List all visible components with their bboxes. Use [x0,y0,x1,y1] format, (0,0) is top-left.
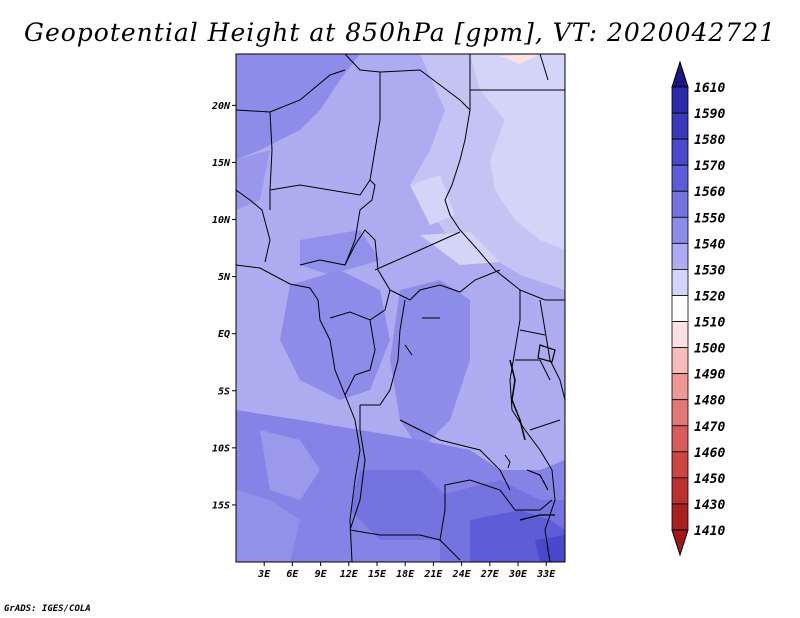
lon-tick-label: 30E [508,569,528,580]
lat-tick-label: 10S [212,443,230,454]
lat-tick-label: 15N [212,158,231,169]
colorbar-swatch [671,295,689,322]
colorbar-label: 1520 [694,289,725,304]
map-frame [235,53,566,563]
colorbar-swatch [671,347,689,375]
colorbar-swatch [671,86,689,114]
colorbar-swatch [671,216,689,244]
colorbar-swatch [671,451,689,479]
colorbar-label: 1530 [694,263,725,278]
lat-tick-label: 5S [218,386,230,397]
colorbar-label: 1570 [694,159,725,174]
colorbar-label: 1560 [694,185,725,200]
colorbar-swatch [671,138,689,166]
country-borders [236,54,565,562]
grads-credit: GrADS: IGES/COLA [4,604,91,614]
colorbar-swatch [671,503,689,531]
lon-tick-label: 33E [536,569,556,580]
lon-tick-label: 12E [340,569,359,580]
lon-tick-label: 18E [396,569,415,580]
colorbar: 1610 1590 1580 1570 1560 1550 1540 1530 1520 1510… [671,60,725,557]
colorbar-swatch [671,399,689,427]
lon-tick-label: 3E [257,569,271,580]
lat-tick-label: 20N [211,101,231,112]
colorbar-label: 1590 [694,107,725,122]
colorbar-label: 1410 [694,524,725,539]
latitude-axis: 20N 15N 10N 5N EQ 5S 10S 15S [211,101,236,511]
lon-tick-label: 24E [452,569,472,580]
height-field-shading [236,54,565,562]
colorbar-label: 1460 [694,446,725,461]
colorbar-label: 1510 [694,316,725,331]
colorbar-bottom-cap [671,529,689,557]
colorbar-swatch [671,321,689,348]
colorbar-swatch [671,477,689,505]
lat-tick-label: 5N [218,272,231,283]
colorbar-swatch [671,164,689,192]
colorbar-label: 1480 [694,394,725,409]
colorbar-label: 1610 [694,81,725,96]
map-title: Geopotential Height at 850hPa [gpm], VT:… [23,18,777,47]
colorbar-swatch [671,190,689,218]
lon-tick-label: 15E [368,569,387,580]
lat-tick-label: 15S [212,500,230,511]
lat-tick-label: 10N [212,215,231,226]
colorbar-label: 1490 [694,368,725,383]
lat-tick-label: EQ [218,329,230,340]
colorbar-label: 1550 [694,211,725,226]
colorbar-label: 1500 [694,342,725,357]
colorbar-swatch [671,373,689,401]
colorbar-swatch [671,269,689,296]
lon-tick-label: 27E [480,569,500,580]
colorbar-swatch [671,242,689,270]
colorbar-label: 1580 [694,133,725,148]
lon-tick-label: 6E [286,569,299,580]
colorbar-label: 1430 [694,498,725,513]
colorbar-label: 1470 [694,420,725,435]
colorbar-label: 1540 [694,237,725,252]
longitude-axis: 3E 6E 9E 12E 15E 18E 21E 24E 27E 30E 33E [257,562,556,580]
lon-tick-label: 21E [423,569,443,580]
colorbar-swatch [671,425,689,453]
lon-tick-label: 9E [315,569,328,580]
colorbar-label: 1450 [694,472,725,487]
colorbar-swatch [671,112,689,140]
colorbar-top-cap [671,60,689,88]
